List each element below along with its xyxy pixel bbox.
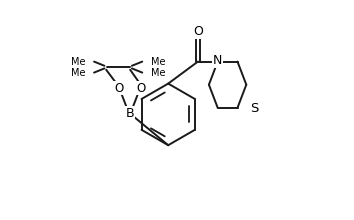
Text: Me: Me	[71, 68, 85, 78]
Text: O: O	[193, 25, 203, 38]
Text: O: O	[136, 81, 145, 95]
Text: Me: Me	[71, 57, 85, 67]
Text: O: O	[114, 81, 123, 95]
Text: N: N	[213, 54, 222, 68]
Text: B: B	[125, 107, 134, 120]
Text: Me: Me	[151, 57, 166, 67]
Text: Me: Me	[151, 68, 166, 78]
Text: S: S	[250, 102, 258, 115]
